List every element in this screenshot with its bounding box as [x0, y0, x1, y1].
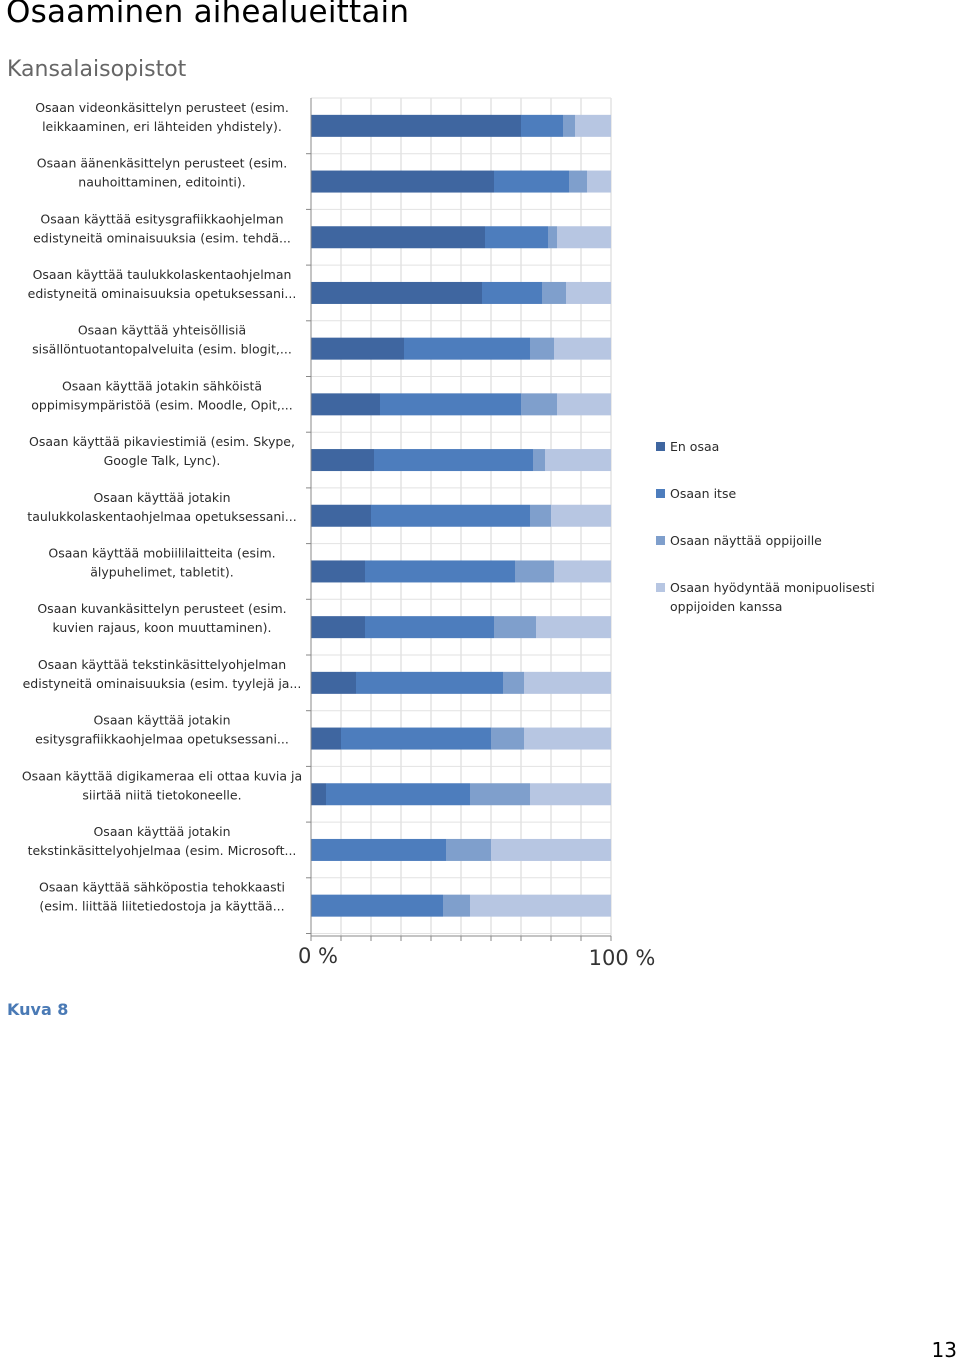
bar-segment: [515, 560, 554, 583]
bar-segment: [521, 114, 563, 137]
bar-segment: [551, 504, 611, 527]
bar-segment: [311, 226, 485, 249]
bar-segment: [311, 449, 374, 472]
bar-segment: [311, 616, 365, 639]
legend-label: En osaa: [670, 439, 719, 454]
bar-segment: [341, 727, 491, 750]
bar-segment: [365, 560, 515, 583]
bar-segment: [311, 114, 521, 137]
bar-segment: [575, 114, 611, 137]
bar-segment: [443, 894, 470, 917]
legend-label: Osaan näyttää oppijoille: [670, 533, 822, 548]
legend-swatch: [656, 583, 665, 592]
bar-segment: [311, 727, 341, 750]
bar-segment: [371, 504, 530, 527]
bar-segment: [542, 281, 566, 304]
category-label: Osaan käyttää pikaviestimiä (esim. Skype…: [29, 434, 295, 468]
category-label: Osaan käyttää esitysgrafiikkaohjelman edi…: [33, 211, 291, 245]
category-label: Osaan käyttää taulukkolaskentaohjelman ed…: [28, 267, 297, 301]
legend-label: Osaan itse: [670, 486, 736, 501]
bar-segment: [446, 838, 491, 861]
legend-swatch: [656, 442, 665, 451]
bar-segment: [491, 838, 611, 861]
bar-segment: [557, 393, 611, 416]
bar-segment: [533, 449, 545, 472]
category-label: Osaan käyttää tekstinkäsittelyohjelman ed…: [23, 657, 302, 691]
bar-segment: [521, 393, 557, 416]
bar-segment: [524, 727, 611, 750]
bar-segment: [503, 671, 524, 694]
x-tick-label: 100 %: [589, 946, 656, 970]
bar-segment: [311, 504, 371, 527]
legend-label: Osaan hyödyntää monipuolisesti oppijoiden…: [670, 580, 875, 614]
bar-segment: [554, 337, 611, 360]
bar-segment: [311, 560, 365, 583]
bar-segment: [530, 337, 554, 360]
bar-segment: [380, 393, 521, 416]
bar-segment: [374, 449, 533, 472]
category-label: Osaan käyttää yhteisöllisiä sisällöntuota…: [32, 323, 292, 357]
bar-segment: [536, 616, 611, 639]
bar-segment: [311, 894, 443, 917]
bar-segment: [548, 226, 557, 249]
legend-swatch: [656, 489, 665, 498]
bar-segment: [569, 170, 587, 193]
category-label: Osaan videonkäsittelyn perusteet (esim. l…: [35, 100, 289, 134]
x-tick-label: 0 %: [298, 944, 338, 968]
bar-segment: [524, 671, 611, 694]
bar-segment: [311, 783, 326, 806]
category-label: Osaan käyttää digikameraa eli ottaa kuvi…: [22, 768, 302, 802]
category-label: Osaan käyttää sähköpostia tehokkaasti (es…: [39, 880, 285, 914]
page-title: Osaaminen aihealueittain: [6, 0, 410, 30]
category-label: Osaan kuvankäsittelyn perusteet (esim. ku…: [37, 601, 286, 635]
page-subtitle: Kansalaisopistot: [7, 57, 187, 82]
category-label: Osaan käyttää jotakin taulukkolaskentaohj…: [27, 490, 296, 524]
bar-segment: [326, 783, 470, 806]
bar-segment: [311, 337, 404, 360]
bar-segment: [587, 170, 611, 193]
bar-segment: [311, 393, 380, 416]
bar-segment: [404, 337, 530, 360]
category-label: Osaan käyttää jotakin tekstinkäsittelyohj…: [28, 824, 297, 858]
bar-segment: [554, 560, 611, 583]
category-label: Osaan käyttää jotakin esitysgrafiikkaohje…: [35, 713, 289, 747]
stacked-bar-chart: Osaan videonkäsittelyn perusteet (esim. l…: [22, 97, 875, 970]
bar-segment: [311, 838, 446, 861]
bar-segment: [365, 616, 494, 639]
bar-segment: [530, 783, 611, 806]
bar-segment: [491, 727, 524, 750]
bar-segment: [482, 281, 542, 304]
bar-segment: [563, 114, 575, 137]
bar-segment: [494, 616, 536, 639]
bar-segment: [530, 504, 551, 527]
bar-segment: [311, 281, 482, 304]
bar-segment: [470, 894, 611, 917]
bar-segment: [557, 226, 611, 249]
bar-segment: [470, 783, 530, 806]
bar-segment: [566, 281, 611, 304]
page-number: 13: [931, 1338, 957, 1362]
bar-segment: [485, 226, 548, 249]
category-label: Osaan käyttää mobiililaitteita (esim. äly…: [48, 545, 275, 579]
bar-segment: [311, 170, 494, 193]
category-label: Osaan käyttää jotakin sähköistä oppimisym…: [31, 378, 292, 412]
legend-swatch: [656, 536, 665, 545]
category-label: Osaan äänenkäsittelyn perusteet (esim. na…: [37, 156, 287, 190]
bar-segment: [494, 170, 569, 193]
bar-segment: [356, 671, 503, 694]
bar-segment: [545, 449, 611, 472]
bar-segment: [311, 671, 356, 694]
figure-caption: Kuva 8: [7, 1000, 69, 1019]
